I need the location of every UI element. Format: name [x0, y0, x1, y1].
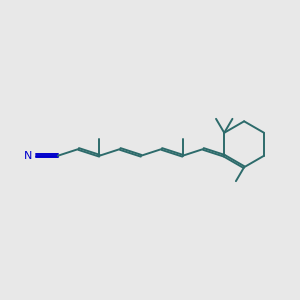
Text: N: N — [24, 151, 33, 161]
